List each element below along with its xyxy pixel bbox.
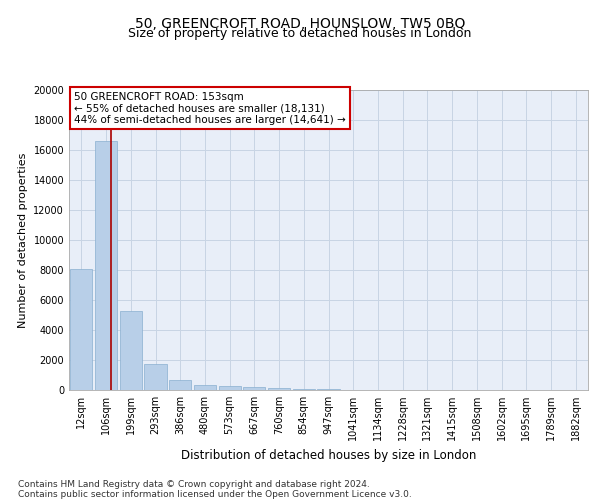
Bar [169, 380, 191, 390]
Bar [119, 310, 142, 390]
Text: 50, GREENCROFT ROAD, HOUNSLOW, TW5 0BQ: 50, GREENCROFT ROAD, HOUNSLOW, TW5 0BQ [135, 18, 465, 32]
Bar [218, 386, 241, 390]
Y-axis label: Number of detached properties: Number of detached properties [18, 152, 28, 328]
Text: Contains HM Land Registry data © Crown copyright and database right 2024.
Contai: Contains HM Land Registry data © Crown c… [18, 480, 412, 500]
Bar [70, 268, 92, 390]
Text: 50 GREENCROFT ROAD: 153sqm
← 55% of detached houses are smaller (18,131)
44% of : 50 GREENCROFT ROAD: 153sqm ← 55% of deta… [74, 92, 346, 124]
Bar [95, 141, 117, 390]
Bar [293, 388, 315, 390]
Bar [317, 389, 340, 390]
Bar [243, 387, 265, 390]
Text: Size of property relative to detached houses in London: Size of property relative to detached ho… [128, 28, 472, 40]
X-axis label: Distribution of detached houses by size in London: Distribution of detached houses by size … [181, 448, 476, 462]
Bar [194, 385, 216, 390]
Bar [268, 388, 290, 390]
Bar [145, 364, 167, 390]
